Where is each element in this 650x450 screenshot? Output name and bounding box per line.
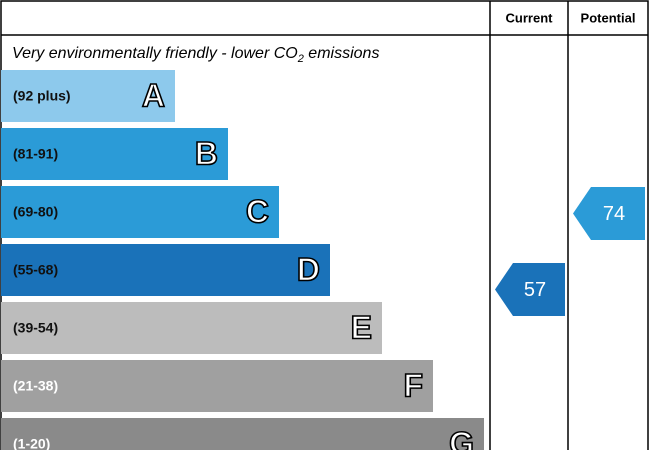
potential-header: Potential (581, 10, 636, 25)
band-range: (81-91) (13, 146, 58, 162)
band-range: (1-20) (13, 436, 50, 450)
scale-title: Very environmentally friendly - lower CO… (12, 45, 379, 65)
band-range: (21-38) (13, 378, 58, 394)
title-subscript: 2 (297, 53, 304, 65)
band-letter: B (195, 135, 218, 171)
rating-band (1, 244, 330, 296)
band-letter: G (449, 425, 474, 450)
rating-band (1, 186, 279, 238)
band-letter: C (246, 193, 269, 229)
current-value: 57 (524, 279, 546, 301)
band-letter: E (351, 309, 372, 345)
band-letter: A (142, 77, 165, 113)
potential-arrow (573, 187, 645, 240)
title-text: Very environmentally friendly - lower CO (12, 45, 298, 62)
rating-band (1, 302, 382, 354)
current-arrow (495, 263, 565, 316)
band-range: (39-54) (13, 320, 58, 336)
band-range: (69-80) (13, 204, 58, 220)
rating-band (1, 128, 228, 180)
rating-band (1, 418, 484, 450)
potential-value: 74 (603, 203, 625, 225)
current-header: Current (506, 10, 554, 25)
band-range: (92 plus) (13, 88, 71, 104)
band-range: (55-68) (13, 262, 58, 278)
band-letter: F (403, 367, 423, 403)
rating-band (1, 360, 433, 412)
title-suffix: emissions (304, 45, 380, 62)
band-letter: D (297, 251, 320, 287)
rating-band (1, 70, 175, 122)
